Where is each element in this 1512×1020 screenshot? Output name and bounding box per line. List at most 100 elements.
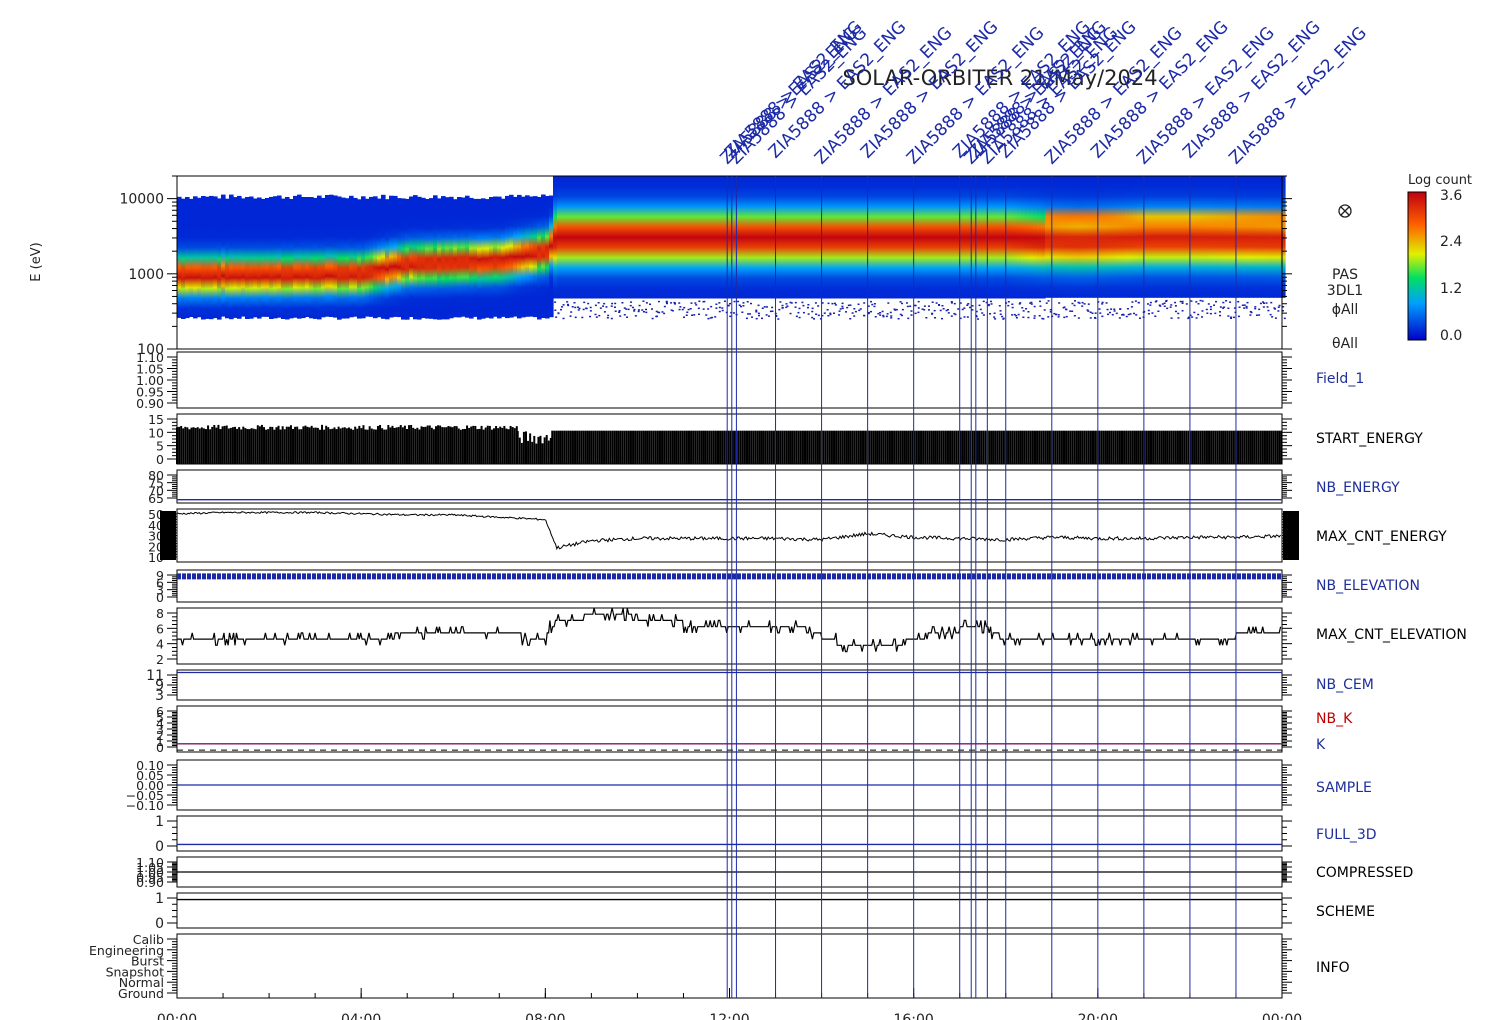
- spectrogram-column: [401, 198, 406, 320]
- plot-title: SOLAR-ORBITER 21/May/2024: [842, 66, 1157, 90]
- spectrogram-column: [729, 176, 734, 299]
- spectrogram-speck: [614, 306, 617, 308]
- spectrogram-speck: [1181, 300, 1184, 303]
- spectrogram-column: [1225, 176, 1230, 298]
- spectrogram-column: [201, 196, 206, 320]
- spectrogram-speck: [899, 313, 902, 316]
- spectrogram-column: [1077, 176, 1082, 298]
- spectrogram-speck: [1091, 312, 1094, 314]
- spectrogram-column: [941, 176, 946, 299]
- panel-series: [177, 607, 1282, 653]
- spectrogram-column: [897, 176, 902, 299]
- spectrogram-speck: [785, 303, 788, 305]
- spectrogram-speck: [827, 302, 830, 305]
- spectrogram-speck: [1155, 300, 1158, 302]
- panel-tick-label: 1.00: [136, 865, 164, 880]
- spectrogram-speck: [589, 310, 592, 312]
- spectrogram-speck: [1267, 309, 1270, 312]
- spectrogram-column: [1021, 176, 1026, 299]
- spectrogram-speck: [885, 315, 888, 318]
- spectrogram-speck: [1033, 305, 1036, 308]
- spectrogram-speck: [629, 304, 632, 307]
- spectrogram-speck: [1229, 301, 1232, 303]
- spectrogram-speck: [1154, 301, 1157, 303]
- panel-tick-label: Engineering: [89, 943, 164, 958]
- spectrogram-speck: [755, 309, 758, 312]
- spectrogram-column: [961, 176, 966, 299]
- spectrogram-speck: [882, 315, 885, 318]
- spectrogram-speck: [595, 316, 598, 318]
- spectrogram-speck: [1262, 301, 1265, 303]
- spectrogram-speck: [789, 312, 792, 315]
- spectrogram-speck: [710, 305, 713, 308]
- spectrogram-speck: [966, 304, 969, 306]
- spectrogram-speck: [1019, 302, 1022, 304]
- spectrogram-speck: [1106, 313, 1109, 316]
- spectrogram-column: [413, 195, 418, 320]
- spectrogram-ylabel: E (eV): [29, 242, 44, 281]
- spectrogram-column: [177, 196, 182, 318]
- spectrogram-speck: [1073, 304, 1076, 307]
- spectrogram-speck: [957, 308, 960, 310]
- colorbar: Log count 3.6 2.4 1.2 0.0: [1407, 173, 1472, 344]
- spectrogram-speck: [1013, 313, 1016, 316]
- spectrogram-speck: [705, 314, 708, 316]
- spectrogram-speck: [1041, 317, 1044, 320]
- panel-tick-label: 1: [156, 734, 164, 749]
- spectrogram-speck: [630, 301, 633, 303]
- spectrogram-speck: [950, 301, 953, 303]
- spectrogram-speck: [1058, 302, 1061, 304]
- spectrogram-column: [1025, 176, 1030, 299]
- spectrogram-speck: [906, 305, 909, 308]
- spectrogram-speck: [1246, 301, 1249, 304]
- spectrogram-speck: [670, 302, 673, 304]
- spectrogram-column: [697, 176, 702, 299]
- spectrogram-column: [181, 198, 186, 319]
- spectrogram-column: [257, 197, 262, 319]
- spectrogram-speck: [645, 302, 648, 304]
- spectrogram-column: [841, 176, 846, 299]
- spectrogram-speck: [806, 306, 809, 309]
- spectrogram-column: [1161, 176, 1166, 298]
- spectrogram-column: [1193, 176, 1198, 298]
- spectrogram-speck: [1011, 303, 1014, 305]
- spectrogram-speck: [1033, 315, 1036, 317]
- spectrogram-speck: [889, 311, 892, 314]
- spectrogram-speck: [1243, 304, 1246, 306]
- spectrogram-column: [289, 199, 294, 319]
- spectrogram-column: [365, 198, 370, 317]
- spectrogram-speck: [633, 310, 636, 312]
- spectrogram-speck: [1110, 308, 1113, 310]
- spectrogram-speck: [1174, 301, 1177, 304]
- spectrogram-column: [1217, 176, 1222, 298]
- spectrogram-speck: [978, 304, 981, 307]
- spectrogram-speck: [745, 317, 748, 320]
- spectrogram-speck: [1007, 301, 1010, 303]
- spectrogram-speck: [813, 318, 816, 320]
- spectrogram-speck: [1174, 310, 1177, 313]
- spectrogram-column: [637, 176, 642, 299]
- spectrogram-speck: [963, 307, 966, 309]
- spectrogram-speck: [598, 314, 601, 317]
- spectrogram-speck: [935, 302, 938, 304]
- spectrogram-column: [661, 176, 666, 299]
- spectrogram-speck: [594, 313, 597, 316]
- spectrogram-speck: [733, 312, 736, 314]
- spectrogram-column: [437, 198, 442, 320]
- spectrogram-speck: [603, 302, 606, 305]
- spectrogram-speck: [999, 313, 1002, 315]
- spectrogram-speck: [811, 310, 814, 313]
- panel-tick-label: 4: [156, 716, 164, 731]
- spectrogram-speck: [785, 306, 788, 309]
- spectrogram-speck: [838, 310, 841, 312]
- spectrogram-speck: [1113, 310, 1116, 312]
- spectrogram-speck: [781, 304, 784, 307]
- colorbar-tick: 3.6: [1440, 188, 1462, 204]
- spectrogram-column: [1149, 176, 1154, 298]
- spectrogram-speck: [750, 316, 753, 318]
- spectrogram-column: [613, 176, 618, 299]
- panel-tick-label: 75: [148, 476, 164, 491]
- spectrogram-speck: [953, 302, 956, 305]
- spectrogram-speck: [811, 307, 814, 310]
